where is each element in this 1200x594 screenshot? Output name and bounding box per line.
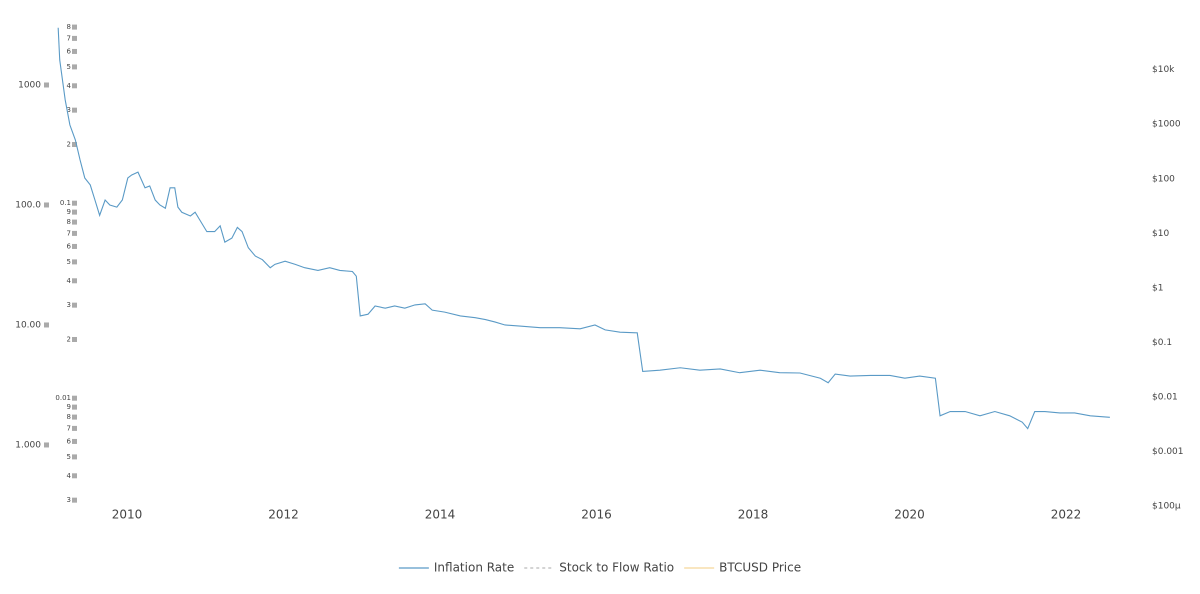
data-line (57, 27, 1110, 430)
y3-tick-label: $1 (1152, 283, 1163, 293)
x-tick-label: 2014 (425, 508, 456, 522)
legend-label: Stock to Flow Ratio (559, 561, 674, 575)
y2-tick-label: 6 (67, 242, 72, 250)
y2-tick-mark (72, 473, 77, 479)
y-tick-mark (44, 82, 49, 88)
y2-tick-mark (72, 497, 77, 503)
y3-tick-label: $100µ (1152, 502, 1181, 512)
y2-tick-label: 9 (67, 208, 71, 216)
y2-tick-mark (72, 278, 77, 284)
y2-tick-label: 4 (67, 277, 72, 285)
y2-tick-mark (72, 243, 77, 249)
y2-tick-label: 3 (67, 496, 71, 504)
x-tick-label: 2010 (112, 508, 143, 522)
y-tick-mark (44, 442, 49, 448)
x-tick-label: 2012 (268, 508, 299, 522)
y2-tick-label: 9 (67, 403, 71, 411)
y2-tick-mark (72, 83, 77, 89)
y2-tick-label: 6 (67, 437, 72, 445)
x-tick-label: 2022 (1051, 508, 1082, 522)
y2-tick-mark (72, 259, 77, 265)
y2-tick-mark (72, 414, 77, 420)
y3-tick-label: $0.001 (1152, 447, 1184, 457)
y2-tick-label: 8 (67, 23, 71, 31)
y2-tick-label: 0.01 (55, 394, 71, 402)
y2-tick-mark (72, 395, 77, 401)
y2-tick-label: 5 (67, 63, 71, 71)
y2-tick-mark (72, 48, 77, 54)
legend-label: Inflation Rate (434, 561, 514, 575)
y2-tick-label: 8 (67, 413, 71, 421)
x-tick-label: 2016 (581, 508, 612, 522)
y2-tick-mark (72, 64, 77, 70)
legend-label: BTCUSD Price (719, 561, 801, 575)
y2-tick-label: 2 (67, 335, 71, 343)
y2-tick-mark (72, 200, 77, 206)
y2-tick-mark (72, 425, 77, 431)
x-tick-label: 2018 (738, 508, 769, 522)
y-tick-label: 100.0 (15, 200, 41, 210)
y2-tick-label: 0.1 (60, 199, 71, 207)
y2-tick-label: 5 (67, 258, 71, 266)
y3-tick-label: $0.1 (1152, 338, 1172, 348)
y2-tick-mark (72, 219, 77, 225)
y-tick-label: 10.00 (15, 320, 41, 330)
y2-tick-mark (72, 438, 77, 444)
y2-tick-label: 4 (67, 82, 72, 90)
y2-tick-label: 8 (67, 218, 71, 226)
y2-tick-mark (72, 404, 77, 410)
y2-tick-mark (72, 230, 77, 236)
y2-tick-label: 4 (67, 472, 72, 480)
x-tick-label: 2020 (894, 508, 925, 522)
y-tick-label: 1000 (18, 80, 41, 90)
y2-tick-label: 6 (67, 47, 72, 55)
y3-tick-label: $10k (1152, 65, 1175, 75)
y-tick-mark (44, 322, 49, 328)
y2-tick-mark (72, 141, 77, 147)
y3-tick-label: $100 (1152, 174, 1175, 184)
y2-tick-label: 7 (67, 424, 71, 432)
y2-tick-label: 3 (67, 301, 71, 309)
y2-tick-mark (72, 35, 77, 41)
y3-tick-label: $0.01 (1152, 392, 1178, 402)
y-tick-mark (44, 202, 49, 208)
y3-tick-label: $1000 (1152, 120, 1181, 130)
y2-tick-label: 5 (67, 453, 71, 461)
y2-tick-mark (72, 336, 77, 342)
y2-tick-mark (72, 107, 77, 113)
y-tick-label: 1.000 (15, 440, 41, 450)
y2-tick-label: 7 (67, 34, 71, 42)
y2-tick-mark (72, 24, 77, 30)
y2-tick-label: 7 (67, 229, 71, 237)
y2-tick-label: 3 (67, 106, 71, 114)
y2-tick-mark (72, 454, 77, 460)
y2-tick-mark (72, 302, 77, 308)
legend: Inflation Rate Stock to Flow Ratio BTCUSD … (398, 561, 801, 575)
y3-tick-label: $10 (1152, 229, 1169, 239)
y2-tick-mark (72, 209, 77, 215)
y2-tick-label: 2 (67, 140, 71, 148)
